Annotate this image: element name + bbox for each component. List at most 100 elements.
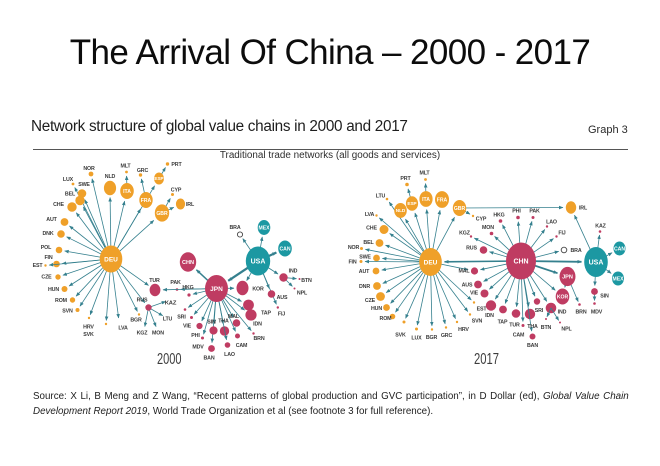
svg-text:MLT: MLT [120,164,131,170]
svg-text:SWE: SWE [78,182,90,188]
svg-text:MLT: MLT [419,171,430,177]
svg-text:EST: EST [33,263,44,269]
svg-text:GRC: GRC [137,168,149,174]
svg-text:2017: 2017 [474,351,499,368]
svg-text:MON: MON [152,331,164,337]
svg-text:CAN: CAN [279,246,290,252]
svg-text:ROM: ROM [55,298,68,304]
svg-text:AUS: AUS [277,295,288,301]
svg-text:TUR: TUR [509,323,520,329]
svg-text:CHN: CHN [182,260,194,266]
svg-text:NOR: NOR [348,245,360,251]
svg-text:BGR: BGR [130,318,142,324]
svg-text:TUR: TUR [149,278,160,284]
svg-text:NOR: NOR [83,166,95,172]
svg-text:EST: EST [477,307,488,313]
svg-text:DEU: DEU [104,256,118,263]
svg-text:GBR: GBR [156,211,168,217]
svg-text:LUX: LUX [411,336,422,342]
svg-text:SRI: SRI [535,308,544,314]
svg-text:THA: THA [527,324,538,330]
svg-text:NPL: NPL [561,327,572,333]
svg-text:CZE: CZE [365,298,376,304]
svg-text:BRN: BRN [253,336,264,342]
svg-text:CYP: CYP [476,217,487,223]
svg-text:LVA: LVA [365,212,375,218]
svg-text:MON: MON [482,225,494,231]
svg-text:VIE: VIE [183,324,192,330]
svg-text:LUX: LUX [63,177,74,183]
svg-text:HRV: HRV [458,327,469,333]
svg-text:ROM: ROM [380,316,393,322]
svg-text:PAK: PAK [170,280,181,286]
svg-text:BRA: BRA [229,225,240,231]
svg-text:CAN: CAN [614,246,625,252]
svg-text:IDN: IDN [485,313,494,319]
svg-text:LAO: LAO [224,352,235,358]
svg-text:CYP: CYP [171,188,182,194]
svg-text:ITA: ITA [123,189,131,195]
svg-text:SWE: SWE [359,255,371,261]
svg-text:DNK: DNK [42,231,53,237]
svg-text:BRN: BRN [575,310,586,316]
svg-text:HRV: HRV [83,325,94,331]
svg-text:KGZ: KGZ [137,331,149,337]
svg-text:CHE: CHE [366,226,377,232]
svg-text:HKG: HKG [493,213,504,219]
svg-text:SRI: SRI [177,315,186,321]
svg-text:HUN: HUN [48,287,59,293]
svg-text:KOR: KOR [557,294,569,300]
svg-text:BAN: BAN [203,356,214,362]
svg-text:FRA: FRA [141,198,152,204]
svg-text:NLD: NLD [396,208,406,213]
svg-text:CZE: CZE [41,275,52,281]
svg-text:KGZ: KGZ [459,231,471,237]
svg-text:PHI: PHI [191,333,200,339]
svg-text:DEU: DEU [424,259,438,266]
svg-text:AUT: AUT [46,217,57,223]
svg-text:AUS: AUS [462,283,473,289]
svg-text:BTN: BTN [541,325,552,331]
svg-text:FIN: FIN [348,260,356,266]
svg-text:BEL: BEL [363,240,374,246]
svg-text:IND: IND [289,269,298,275]
svg-text:MAL: MAL [458,269,470,275]
svg-text:LTU: LTU [376,194,386,200]
svg-text:IRL: IRL [186,202,195,208]
svg-text:RUS: RUS [466,246,477,252]
svg-text:HKG: HKG [182,285,193,291]
svg-text:IRL: IRL [579,206,588,212]
svg-text:KAZ: KAZ [165,301,177,307]
svg-text:HUN: HUN [371,306,382,312]
svg-text:FRA: FRA [437,197,448,203]
svg-text:THA: THA [218,319,229,325]
svg-text:LVA: LVA [118,326,128,332]
svg-text:BEL: BEL [65,192,76,198]
svg-text:SIN: SIN [207,320,216,326]
svg-text:2000: 2000 [157,351,182,368]
svg-text:SVN: SVN [62,309,73,315]
svg-text:IND: IND [558,310,567,316]
svg-text:BRA: BRA [570,248,581,254]
svg-text:SVK: SVK [83,332,94,338]
svg-text:CHE: CHE [53,202,64,208]
svg-text:ESP: ESP [407,201,416,206]
svg-text:KOR: KOR [252,287,264,293]
svg-text:CHN: CHN [513,258,528,265]
svg-text:AUT: AUT [359,269,370,275]
svg-text:POL: POL [41,245,52,251]
svg-text:FIJ: FIJ [558,231,565,237]
svg-text:SVK: SVK [395,333,406,339]
svg-text:PRT: PRT [171,162,182,168]
svg-text:VIE: VIE [470,291,479,297]
svg-text:GBR: GBR [454,206,466,212]
svg-text:TAP: TAP [498,320,508,326]
svg-text:LAO: LAO [546,220,557,226]
svg-text:DNR: DNR [359,284,370,290]
svg-text:PHI: PHI [512,209,521,215]
svg-text:MEX: MEX [258,225,270,231]
svg-text:LTU: LTU [163,317,173,323]
svg-text:SVN: SVN [472,319,483,325]
svg-text:ESP: ESP [154,176,163,181]
svg-text:TAP: TAP [261,311,271,317]
